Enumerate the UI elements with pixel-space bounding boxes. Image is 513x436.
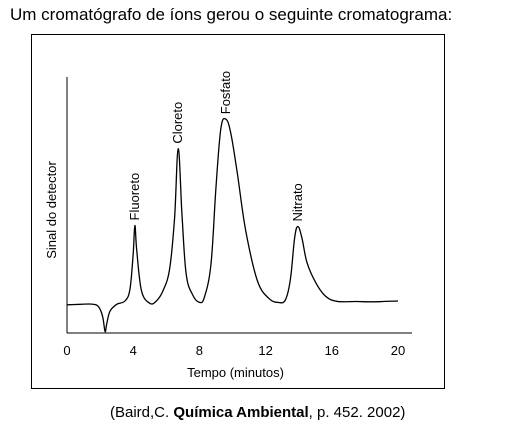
- x-tick-label: 12: [258, 343, 272, 358]
- chart-figure-frame: 0 4 8 12 16 20 Fluoreto Cloreto Fosfato Nitrato …: [31, 34, 445, 389]
- citation: (Baird,C. Química Ambiental, p. 452. 200…: [110, 404, 405, 421]
- series-group: [66, 117, 399, 333]
- peak-labels-group: Fluoreto Cloreto Fosfato Nitrato: [127, 71, 305, 222]
- x-tick-label: 8: [196, 343, 203, 358]
- chromatogram-chart: 0 4 8 12 16 20 FluoretoCloretoFosfatoNitrato …: [44, 71, 412, 380]
- x-tick-label: 0: [63, 343, 70, 358]
- question-text: Um cromatógrafo de íons gerou o seguinte…: [10, 5, 453, 24]
- x-tick-label: 4: [130, 343, 137, 358]
- x-ticks-group: 0 4 8 12 16 20: [63, 343, 405, 358]
- y-axis-label: Sinal do detector: [44, 161, 59, 259]
- citation-book-title: Química Ambiental: [173, 404, 309, 421]
- x-tick-label: 20: [391, 343, 405, 358]
- peak-label: Fosfato: [218, 71, 233, 114]
- citation-suffix: , p. 452. 2002): [308, 404, 406, 421]
- x-axis-label: Tempo (minutos): [187, 365, 284, 380]
- chromatogram-signal-line: [66, 117, 399, 333]
- axes-group: [66, 77, 412, 334]
- peak-label: Fluoreto: [127, 173, 142, 221]
- peak-label: Cloreto: [170, 102, 185, 144]
- x-tick-label: 16: [325, 343, 339, 358]
- peak-label: Nitrato: [290, 183, 305, 221]
- citation-prefix: (Baird,C.: [110, 404, 174, 421]
